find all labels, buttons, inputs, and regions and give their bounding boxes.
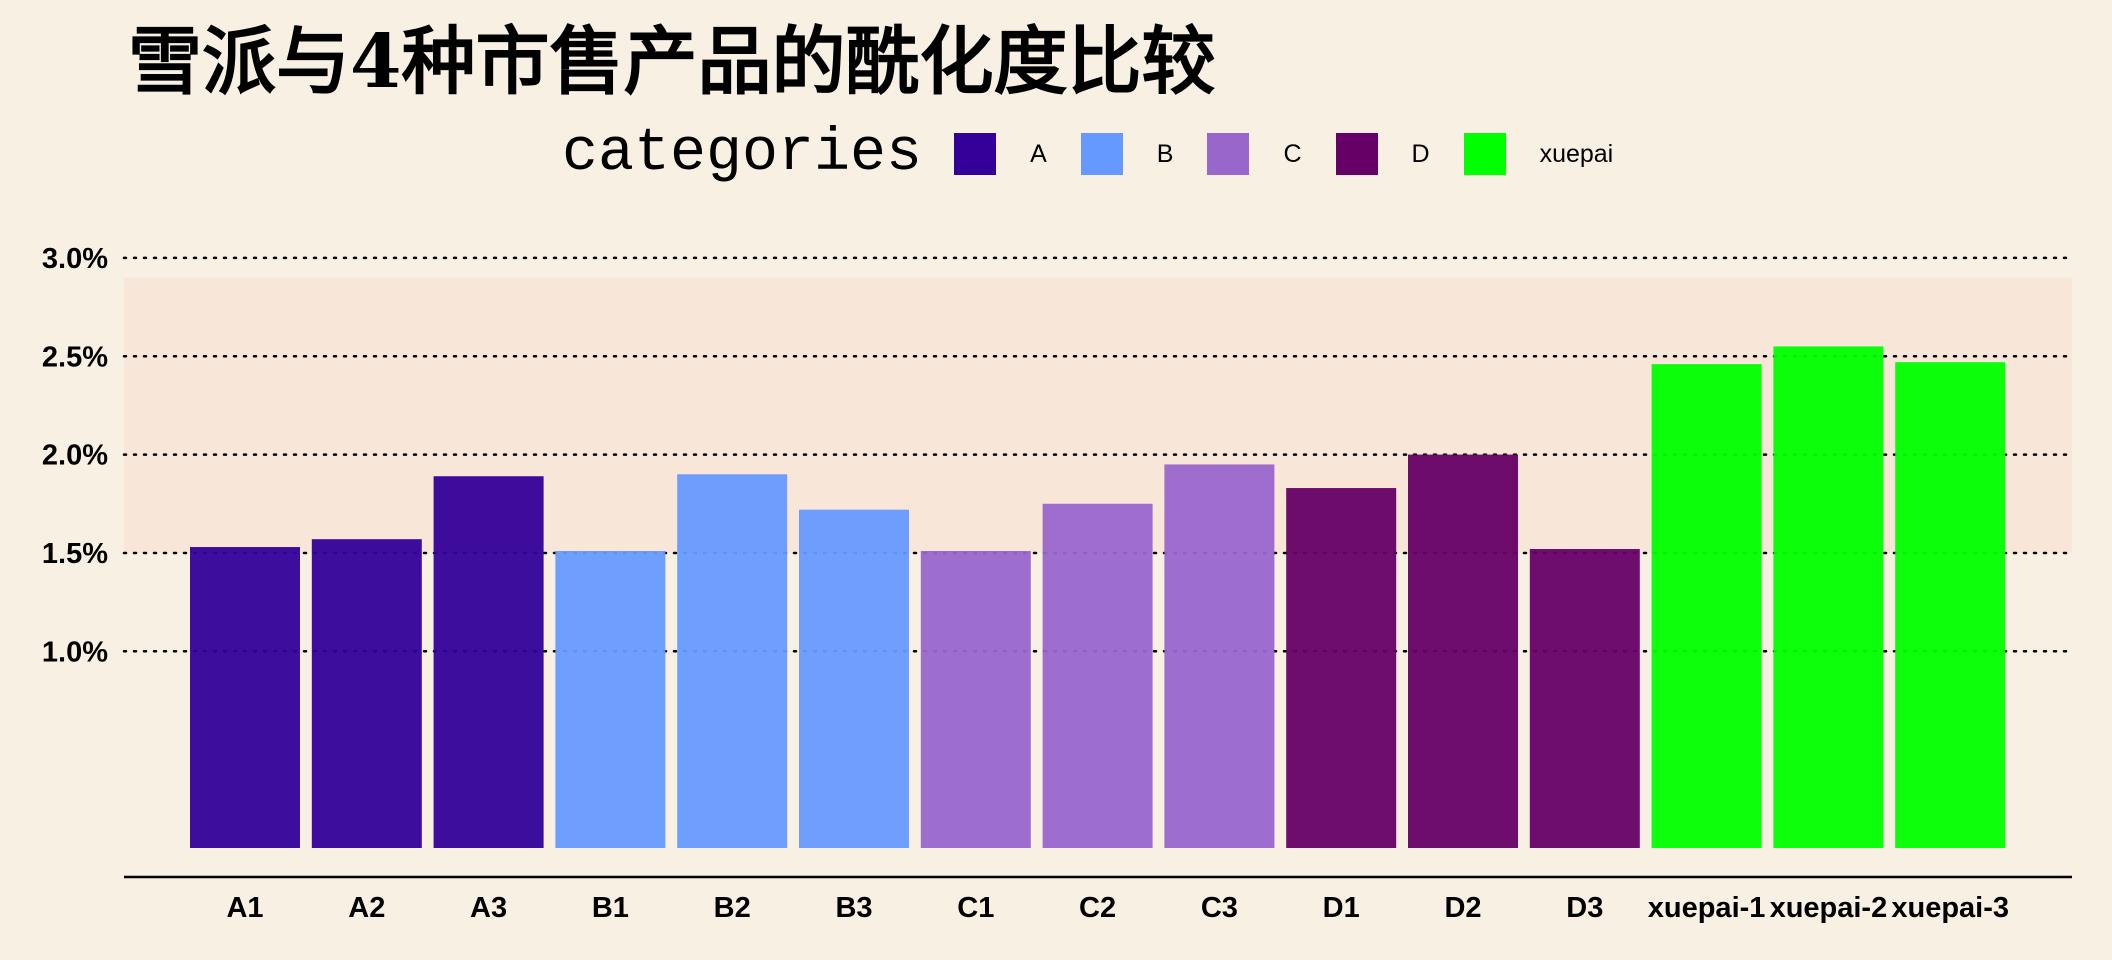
bar-B1 [555, 550, 666, 848]
legend-swatch-d [1335, 133, 1378, 175]
legend-swatch-xuepai [1463, 133, 1506, 175]
legend-item-a: A [954, 133, 1047, 175]
legend-label-c: C [1283, 139, 1302, 168]
y-tick-label: 3.0% [42, 243, 108, 275]
bar-xuepai-1 [1651, 364, 1762, 848]
bar-B3 [799, 509, 909, 848]
legend-swatch-a [954, 133, 997, 175]
legend-item-d: D [1335, 133, 1430, 175]
bar-D1 [1286, 488, 1397, 848]
x-tick-label: B2 [714, 892, 751, 924]
bar-A3 [433, 476, 544, 848]
bar-xuepai-3 [1895, 362, 2006, 848]
x-tick-label: xuepai-3 [1891, 892, 2009, 924]
legend-label-b: B [1156, 139, 1174, 168]
legend-item-c: C [1207, 133, 1302, 175]
x-tick-label: C3 [1201, 892, 1238, 924]
bar-B2 [677, 474, 788, 848]
y-tick-label: 2.5% [42, 341, 108, 373]
x-tick-label: C2 [1079, 892, 1116, 924]
x-tick-label: A2 [348, 892, 385, 924]
chart-title: 雪派与4种市售产品的酰化度比较 [128, 19, 1216, 105]
bar-C1 [920, 550, 1031, 848]
x-tick-label: xuepai-1 [1648, 892, 1766, 924]
x-tick-label: D1 [1323, 892, 1360, 924]
bar-D2 [1408, 454, 1518, 848]
legend-label-xuepai: xuepai [1539, 139, 1614, 168]
legend-swatch-c [1207, 133, 1250, 175]
bar-D3 [1529, 549, 1640, 848]
x-tick-label: xuepai-2 [1770, 892, 1888, 924]
y-tick-label: 1.5% [42, 538, 108, 570]
legend-swatch-b [1080, 133, 1123, 175]
bar-C3 [1164, 464, 1275, 848]
legend-item-b: B [1080, 133, 1174, 175]
x-tick-label: A1 [226, 892, 263, 924]
bar-xuepai-2 [1773, 346, 1884, 848]
legend: categories A B C D xuepai [562, 118, 1647, 190]
y-tick-label: 1.0% [42, 636, 108, 668]
legend-title: categories [562, 120, 923, 188]
x-tick-label: C1 [957, 892, 994, 924]
x-tick-label: B3 [835, 892, 872, 924]
bar-C2 [1042, 503, 1153, 848]
legend-item-xuepai: xuepai [1463, 133, 1614, 175]
bar-A2 [311, 539, 422, 848]
x-tick-label: D2 [1444, 892, 1481, 924]
x-tick-label: D3 [1566, 892, 1603, 924]
legend-label-d: D [1411, 139, 1430, 168]
y-tick-label: 2.0% [42, 440, 108, 472]
x-tick-label: B1 [592, 892, 629, 924]
x-tick-label: A3 [470, 892, 507, 924]
bar-A1 [190, 547, 300, 848]
legend-label-a: A [1030, 139, 1047, 168]
